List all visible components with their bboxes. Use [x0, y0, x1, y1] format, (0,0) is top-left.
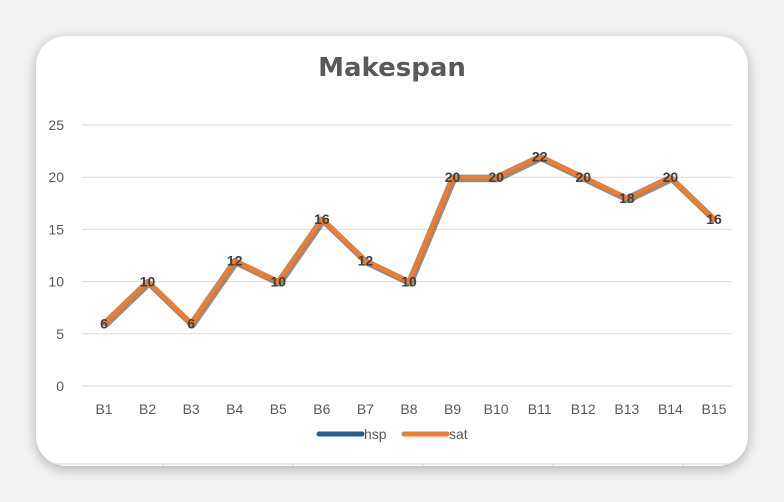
data-point-sat: [232, 258, 238, 264]
data-point-sat: [624, 195, 630, 201]
data-label: 6: [187, 315, 195, 331]
data-label: 20: [445, 169, 461, 185]
y-tick-label: 25: [48, 117, 64, 133]
y-axis-ticks: 0 5 10 15 20 25: [48, 117, 64, 394]
x-tick-label: B9: [444, 401, 461, 417]
data-point-sat: [580, 174, 586, 180]
data-point-sat: [667, 174, 673, 180]
data-label: 12: [358, 253, 374, 269]
x-tick-label: B10: [484, 401, 509, 417]
x-tick-label: B8: [400, 401, 417, 417]
data-labels: 6 10 6 12 10 16 12 10 20 20 22 20 18 20 16: [100, 148, 722, 331]
data-label: 20: [575, 169, 591, 185]
data-label: 16: [706, 211, 722, 227]
x-tick-label: B5: [270, 401, 287, 417]
chart-title: Makespan: [318, 53, 466, 83]
x-tick-label: B12: [571, 401, 596, 417]
data-point-sat: [406, 279, 412, 285]
data-label: 22: [532, 148, 548, 164]
x-tick-label: B4: [226, 401, 243, 417]
series-shadow-hsp: [103, 155, 718, 329]
series-line-hsp: [101, 153, 717, 326]
data-point-sat: [537, 153, 543, 159]
data-point-sat: [275, 279, 281, 285]
x-tick-label: B11: [528, 401, 552, 417]
series-lines: [101, 153, 718, 329]
x-tick-label: B1: [95, 401, 112, 417]
legend: hsp sat: [316, 426, 468, 442]
x-tick-label: B15: [702, 401, 727, 417]
data-point-sat: [145, 279, 151, 285]
data-label: 6: [100, 315, 108, 331]
data-point-sat: [319, 216, 325, 222]
data-point-sat: [362, 258, 368, 264]
y-tick-label: 5: [56, 326, 64, 342]
data-point-sat: [493, 174, 499, 180]
legend-label-hsp: hsp: [364, 426, 387, 442]
y-tick-label: 20: [48, 169, 64, 185]
x-axis-ticks: B1 B2 B3 B4 B5 B6 B7 B8 B9 B10 B11 B12 B13 B14 B15: [95, 401, 726, 417]
x-tick-label: B13: [614, 401, 639, 417]
data-point-sat: [711, 216, 717, 222]
x-tick-label: B3: [183, 401, 200, 417]
x-tick-label: B2: [139, 401, 156, 417]
y-tick-label: 15: [48, 221, 64, 237]
data-label: 18: [619, 190, 635, 206]
x-tick-label: B7: [357, 401, 374, 417]
x-tick-label: B14: [658, 401, 683, 417]
data-label: 10: [270, 274, 286, 290]
data-label: 10: [140, 274, 156, 290]
legend-label-sat: sat: [449, 426, 468, 442]
y-tick-label: 10: [48, 274, 64, 290]
data-point-sat: [188, 320, 194, 326]
gridlines: [36, 124, 748, 466]
chart-card: Makespan 0 5 10 15 20 25 B1 B2 B3 B4 B5 B6 B7 B8 B9 B1…: [36, 36, 748, 466]
data-label: 16: [314, 211, 330, 227]
data-label: 20: [663, 169, 679, 185]
series-shadow-sat: [103, 155, 718, 329]
data-label: 12: [227, 253, 243, 269]
y-tick-label: 0: [56, 378, 64, 394]
data-point-sat: [101, 320, 107, 326]
data-point-sat: [450, 174, 456, 180]
x-tick-label: B6: [313, 401, 330, 417]
data-label: 20: [488, 169, 504, 185]
data-label: 10: [401, 274, 417, 290]
series-line-sat: [101, 153, 717, 326]
